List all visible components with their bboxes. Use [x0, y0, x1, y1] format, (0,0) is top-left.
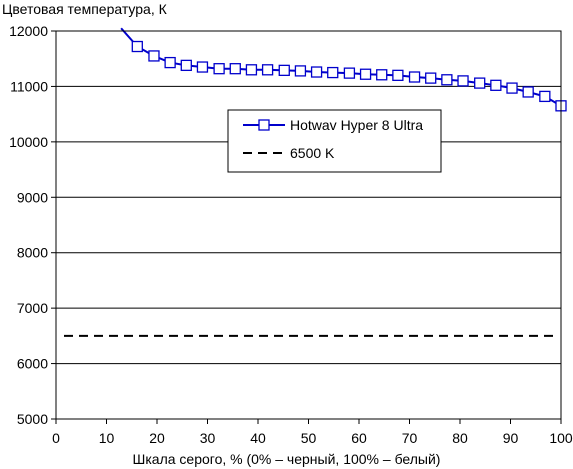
legend-label-hotwav: Hotwav Hyper 8 Ultra [290, 117, 423, 133]
data-point-marker [310, 66, 323, 78]
series-line-hotwav [120, 27, 562, 107]
data-point-marker [164, 56, 176, 69]
data-point-marker [229, 63, 241, 75]
y-tick-label: 7000 [17, 300, 48, 316]
x-tick-label: 80 [452, 430, 468, 446]
data-point-marker [425, 72, 437, 84]
data-point-marker [376, 69, 388, 81]
data-point-marker [408, 71, 421, 83]
y-tick-label: 10000 [9, 134, 48, 150]
x-tick-labels: 0 10 20 30 40 50 60 70 80 90 100 [52, 430, 573, 446]
y-tick-label: 11000 [10, 78, 48, 94]
y-tick-label: 5000 [17, 411, 48, 427]
data-point-marker [327, 66, 339, 79]
y-axis-title: Цветовая температура, К [2, 1, 167, 17]
plot-frame [55, 30, 562, 420]
data-point-marker [294, 65, 307, 77]
x-tick-label: 30 [200, 430, 216, 446]
x-tick-label: 100 [549, 430, 573, 446]
data-point-marker [506, 82, 518, 94]
data-point-marker [196, 61, 209, 73]
y-tick-labels: 5000 6000 7000 8000 9000 10000 11000 12000 [9, 23, 48, 427]
x-tick-label: 60 [351, 430, 367, 446]
data-point-marker [213, 63, 225, 75]
legend: Hotwav Hyper 8 Ultra 6500 K [227, 109, 442, 173]
data-point-marker [474, 77, 486, 89]
data-point-marker [359, 68, 372, 80]
y-tick-label: 6000 [17, 356, 48, 372]
data-point-marker [490, 79, 502, 91]
x-tick-label: 0 [52, 430, 60, 446]
data-point-marker [261, 64, 274, 76]
legend-label-6500k: 6500 K [290, 145, 335, 161]
x-tick-label: 50 [301, 430, 317, 446]
y-tick-label: 8000 [17, 245, 48, 261]
legend-marker-hotwav [258, 119, 270, 131]
x-tick-label: 70 [402, 430, 418, 446]
x-axis-title: Шкала серого, % (0% – черный, 100% – бел… [132, 451, 441, 467]
data-point-marker [343, 67, 356, 79]
x-tick-label: 20 [149, 430, 165, 446]
x-tick-label: 90 [503, 430, 519, 446]
data-point-marker [441, 74, 453, 86]
x-tick-label: 40 [250, 430, 266, 446]
data-point-marker [539, 90, 551, 103]
x-tick-label: 10 [99, 430, 115, 446]
data-point-marker [392, 69, 404, 81]
data-point-marker [148, 50, 160, 62]
data-point-marker [457, 75, 469, 87]
data-point-marker [278, 64, 290, 77]
y-tick-label: 12000 [9, 23, 48, 39]
data-point-marker [522, 86, 534, 98]
data-point-marker [180, 59, 192, 72]
series-layer [64, 27, 567, 337]
data-point-marker [245, 64, 258, 76]
data-point-marker [131, 40, 143, 53]
grid-lines [51, 30, 562, 424]
y-tick-label: 9000 [17, 189, 48, 205]
